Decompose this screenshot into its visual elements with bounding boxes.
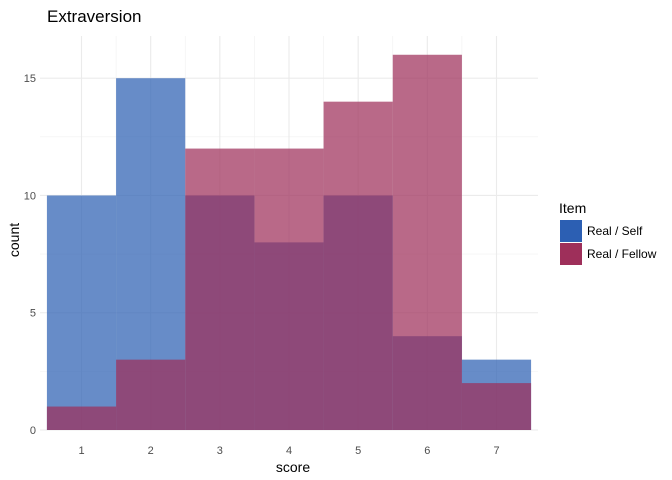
chart-title: Extraversion [47, 7, 141, 26]
y-tick-label: 15 [24, 73, 36, 85]
bar-series-1-score-1 [46, 195, 117, 430]
bar-series-2-score-5 [323, 101, 393, 431]
x-tick-label: 4 [286, 445, 292, 457]
bar-series-2-score-4 [254, 148, 324, 431]
x-tick-label: 6 [424, 445, 430, 457]
x-tick-label: 1 [78, 445, 84, 457]
legend-label-2: Real / Fellow [587, 247, 657, 261]
x-tick-labels: 1 2 3 4 5 6 7 [78, 445, 499, 457]
bar-series-2-score-7 [461, 383, 532, 430]
legend: Item Real / Self Real / Fellow [559, 200, 657, 265]
bar-series-2-score-2 [116, 359, 186, 430]
y-axis-title: count [6, 223, 22, 257]
y-tick-labels: 0 5 10 15 [24, 73, 36, 437]
bar-series-2-score-3 [185, 148, 255, 431]
x-axis-title: score [276, 459, 310, 475]
x-tick-label: 2 [148, 445, 154, 457]
y-tick-label: 10 [24, 190, 36, 202]
x-tick-label: 5 [355, 445, 361, 457]
y-tick-label: 0 [30, 425, 36, 437]
legend-label-1: Real / Self [587, 224, 643, 238]
x-tick-label: 3 [217, 445, 223, 457]
x-tick-label: 7 [493, 445, 499, 457]
y-tick-label: 5 [30, 308, 36, 320]
legend-title: Item [559, 200, 586, 216]
bars-layer [46, 54, 532, 431]
legend-key-1 [560, 220, 582, 242]
bar-series-2-score-1 [46, 406, 117, 430]
legend-key-2 [560, 243, 582, 265]
bar-series-2-score-6 [392, 54, 462, 431]
